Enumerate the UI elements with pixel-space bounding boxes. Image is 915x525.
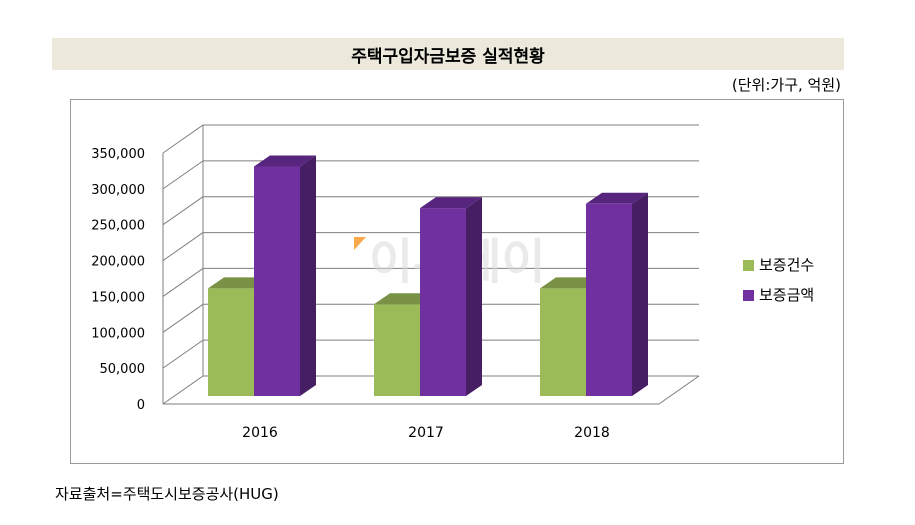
bar-top-face (254, 155, 316, 167)
gridline-depth (162, 268, 204, 297)
y-axis-labels: 0 50,000 100,000 150,000 200,000 250,000 300,0… (91, 147, 145, 413)
bar-2018-보증금액 (586, 192, 648, 396)
y-tick-label: 100,000 (91, 326, 145, 341)
legend-label: 보증금액 (759, 286, 814, 304)
gridline-depth (162, 303, 204, 333)
gridline-depth (162, 124, 204, 154)
legend-swatch (743, 260, 754, 271)
bar-front-face (374, 304, 420, 396)
bar-2017-보증금액 (420, 197, 482, 396)
floor-right-edge (658, 375, 700, 405)
bar-side-face (300, 155, 316, 396)
x-tick-label: 2016 (242, 425, 278, 441)
bar-top-face (420, 197, 482, 209)
chart-area: 0 50,000 100,000 150,000 200,000 250,000 300,0… (70, 99, 844, 464)
gridline-depth (162, 375, 204, 405)
y-tick-label: 350,000 (91, 147, 145, 162)
bar-front-face (420, 208, 466, 396)
unit-note: (단위:가구, 억원) (731, 76, 841, 94)
x-tick-label: 2018 (574, 425, 610, 441)
y-tick-label: 300,000 (91, 183, 145, 198)
y-tick-label: 50,000 (100, 362, 146, 377)
x-tick-label: 2017 (408, 425, 444, 441)
bar-front-face (254, 166, 300, 396)
x-axis-labels: 2016 2017 2018 (242, 425, 610, 441)
y-tick-label: 0 (137, 398, 145, 413)
y-tick-label: 150,000 (91, 290, 145, 305)
gridline-depth (162, 232, 204, 261)
y-tick-label: 200,000 (91, 255, 145, 270)
gridline-depth (162, 339, 204, 369)
bar-2016-보증금액 (254, 155, 316, 396)
source-note: 자료출처=주택도시보증공사(HUG) (55, 485, 279, 503)
bars (208, 155, 648, 396)
watermark-logo-mark (354, 237, 366, 250)
bar-top-face (586, 192, 648, 204)
bar-side-face (632, 192, 648, 396)
legend-label: 보증건수 (759, 256, 814, 274)
y-tick-label: 250,000 (91, 219, 145, 234)
bar-front-face (208, 288, 254, 396)
gridline-depth (162, 160, 204, 190)
chart-title-bar: 주택구입자금보증 실적현황 (52, 38, 844, 70)
bar-chart-3d: 0 50,000 100,000 150,000 200,000 250,000 300,0… (91, 124, 814, 441)
legend-swatch (743, 290, 754, 301)
bar-front-face (586, 203, 632, 396)
gridline-depth (162, 196, 204, 226)
chart-title: 주택구입자금보증 실적현황 (351, 46, 545, 67)
bar-front-face (540, 288, 586, 396)
bar-side-face (466, 197, 482, 396)
